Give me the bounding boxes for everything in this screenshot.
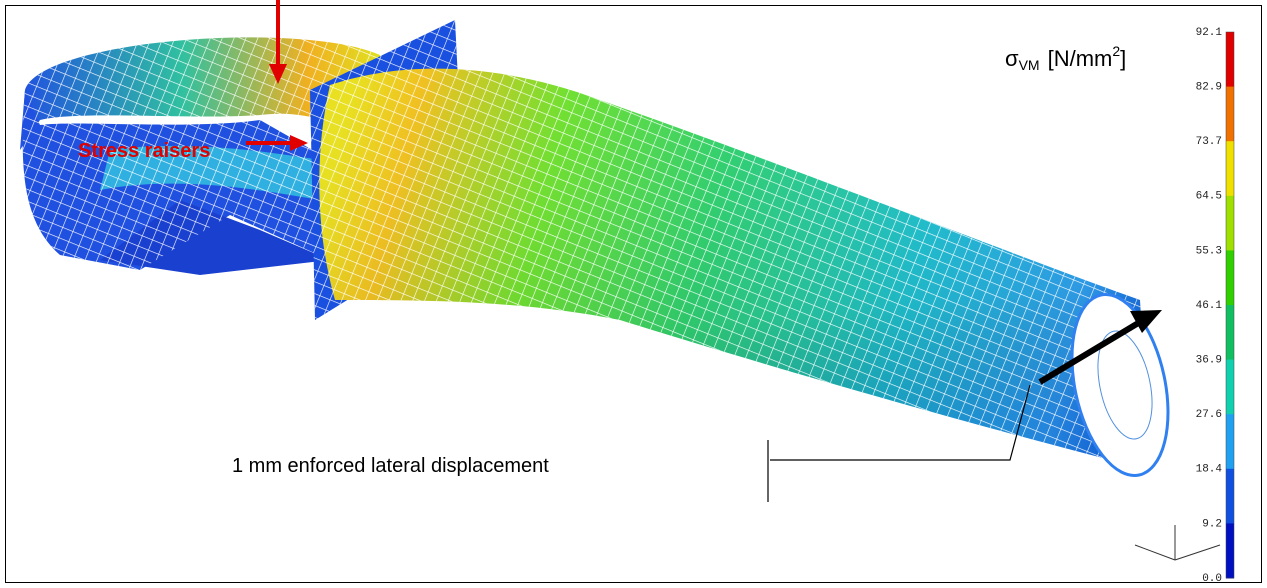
legend-close: ] (1120, 46, 1126, 71)
colorbar-segment (1226, 32, 1234, 87)
colorbar-segment (1226, 87, 1234, 142)
colorbar-label: 55.3 (1196, 245, 1222, 257)
colorbar-label: 64.5 (1196, 191, 1222, 203)
colorbar-label: 9.2 (1202, 518, 1222, 530)
colorbar-label: 18.4 (1196, 464, 1223, 476)
stress-label: Stress raisers (78, 140, 210, 162)
colorbar-segment (1226, 250, 1234, 305)
colorbar-label: 27.6 (1196, 409, 1222, 421)
legend-symbol: σ (1005, 46, 1019, 71)
legend-title: σVM [N/mm2] (1005, 43, 1126, 73)
model (20, 20, 1183, 484)
colorbar-label: 73.7 (1196, 136, 1222, 148)
page: {"legend": {"symbol": "σ", "subscript": … (0, 0, 1267, 588)
colorbar-label: 0.0 (1202, 573, 1222, 585)
colorbar-segment (1226, 305, 1234, 360)
legend-exponent: 2 (1112, 43, 1120, 59)
colorbar-label: 36.9 (1196, 355, 1222, 367)
colorbar-label: 82.9 (1196, 82, 1222, 94)
colorbar-label: 92.1 (1196, 27, 1223, 39)
colorbar-segment (1226, 414, 1234, 469)
figure: Stress raisers 1 mm enforced lateral dis… (0, 0, 1267, 588)
colorbar-segment (1226, 523, 1234, 578)
colorbar: 92.1 82.9 73.7 64.5 55.3 46.1 36.9 27.6 18.4 9.2 0… (1196, 27, 1234, 585)
colorbar-segment (1226, 141, 1234, 196)
colorbar-segment (1226, 360, 1234, 415)
colorbar-label: 46.1 (1196, 300, 1223, 312)
colorbar-segment (1226, 196, 1234, 251)
displacement-label: 1 mm enforced lateral displacement (232, 455, 549, 477)
legend-unit: [N/mm (1048, 46, 1113, 71)
colorbar-segment (1226, 469, 1234, 524)
legend-subscript: VM (1019, 57, 1040, 73)
